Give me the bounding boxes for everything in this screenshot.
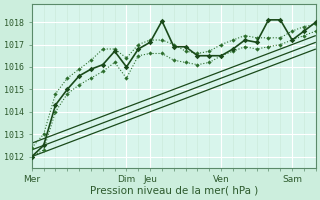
X-axis label: Pression niveau de la mer( hPa ): Pression niveau de la mer( hPa ) — [90, 186, 258, 196]
